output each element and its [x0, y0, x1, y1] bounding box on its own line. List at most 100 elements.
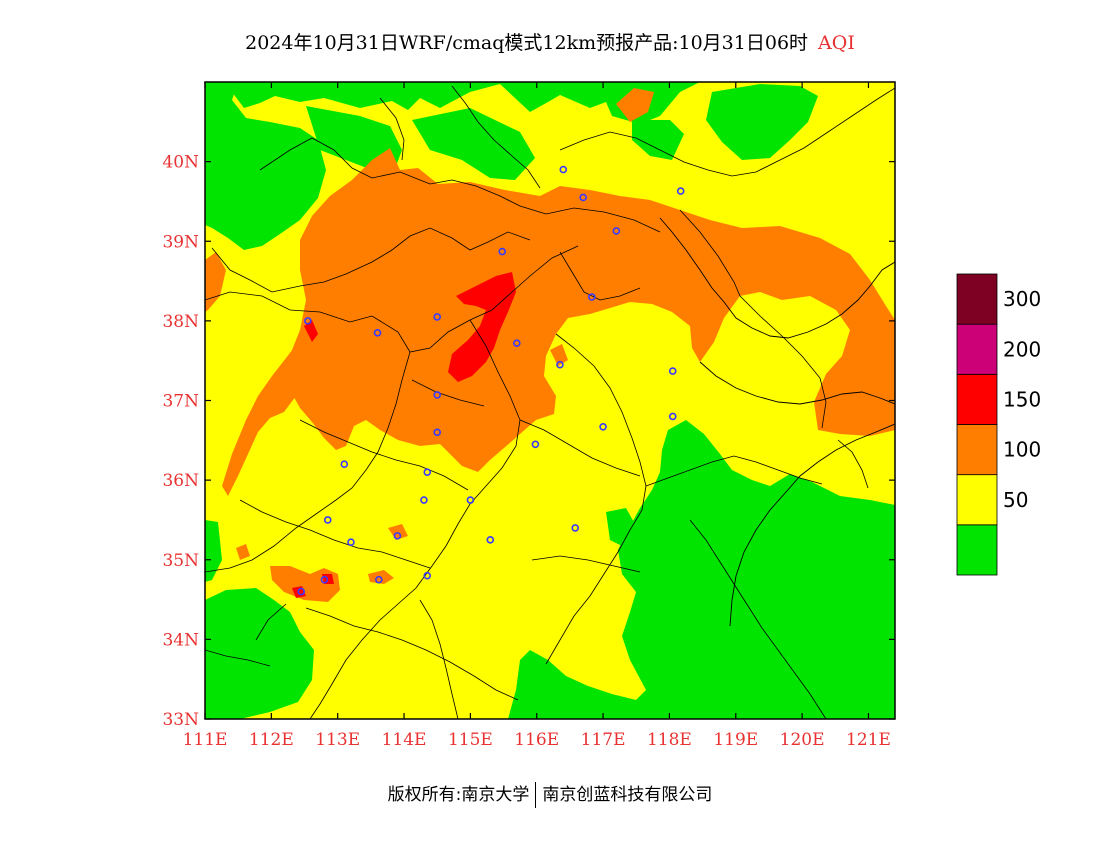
unhealthy-sensitive-blob-2 [388, 524, 408, 540]
station-marker [423, 468, 432, 476]
legend-label: 300 [1003, 287, 1041, 311]
good-area-east-small [648, 498, 684, 530]
good-area-north-2 [306, 106, 402, 170]
legend-label: 200 [1003, 337, 1041, 361]
station-marker [433, 391, 442, 399]
station-marker [668, 367, 677, 375]
station-markers [297, 165, 685, 596]
copyright-prefix: 版权所有: [387, 785, 462, 805]
lon-tick-label: 115E [448, 730, 493, 750]
lat-tick-label: 38N [162, 312, 199, 332]
unhealthy-sensitive-north-blob [616, 88, 654, 122]
boundary-line-5 [309, 319, 521, 719]
lat-tick-label: 36N [162, 471, 199, 491]
lon-tick-label: 116E [514, 730, 559, 750]
station-marker [571, 524, 580, 532]
boundary-line-24 [419, 599, 459, 719]
station-marker [612, 227, 621, 235]
copyright-separator [535, 782, 537, 808]
unhealthy-sensitive-west [222, 316, 322, 496]
good-area-ne [706, 84, 818, 160]
station-marker [498, 247, 507, 256]
good-area-east-small-2 [606, 508, 636, 548]
boundary-line-2 [259, 137, 661, 233]
lon-tick-label: 112E [249, 730, 294, 750]
station-marker [420, 496, 428, 504]
station-marker [556, 360, 564, 369]
good-area-north-3 [412, 108, 535, 180]
station-marker [323, 516, 332, 524]
station-marker [531, 440, 540, 449]
coastline-shandong-south [729, 423, 895, 627]
station-marker [486, 536, 495, 544]
station-marker [340, 460, 349, 469]
station-marker [513, 339, 521, 347]
legend-swatch [956, 373, 998, 425]
map-title: 2024年10月31日WRF/cmaq模式12km预报产品:10月31日06时 A… [0, 28, 1100, 55]
coastline-shandong-north [699, 361, 895, 405]
boundary-line-23 [205, 649, 271, 667]
boundary-line-6 [545, 333, 647, 665]
boundary-line-17 [451, 85, 541, 189]
lon-tick-label: 120E [780, 730, 825, 750]
boundary-line-22 [255, 603, 287, 641]
unhealthy-sensitive-west-edge [205, 252, 226, 312]
coastline-bohai [659, 217, 895, 339]
lat-tick-label: 40N [162, 153, 199, 173]
legend-label: 100 [1003, 438, 1041, 462]
boundary-lines [205, 85, 895, 719]
boundary-line-14 [531, 555, 641, 573]
boundary-line-3 [211, 227, 531, 293]
boundary-line-21 [559, 251, 641, 301]
good-area-west [205, 520, 222, 582]
station-marker [423, 571, 432, 580]
lon-tick-label: 119E [713, 730, 758, 750]
station-marker [297, 587, 306, 596]
title-variable: AQI [818, 32, 855, 54]
station-marker [393, 532, 402, 540]
boundary-line-10 [519, 419, 641, 477]
good-area-southeast [508, 420, 895, 719]
station-marker [466, 496, 475, 504]
station-marker [433, 313, 442, 321]
good-area-southwest [205, 588, 314, 719]
boundary-line-4 [205, 351, 411, 573]
boundary-line-15 [559, 87, 895, 177]
station-marker [587, 293, 596, 301]
boundary-line-12 [239, 499, 431, 569]
legend-swatch [956, 424, 998, 476]
aqi-legend: 50 100 150 200 300 [956, 273, 1041, 576]
station-marker [676, 187, 685, 195]
unhealthy-west [304, 320, 318, 342]
unhealthy-sensitive-main [286, 148, 895, 472]
lat-tick-label: 37N [162, 392, 199, 412]
lon-tick-label: 111E [183, 730, 228, 750]
lon-tick-label: 121E [846, 730, 891, 750]
axis-ticks: 111E 112E 113E 114E 115E 116E 117E 118E 119E 120E… [162, 82, 895, 750]
boundary-line-9 [645, 455, 823, 487]
aqi-field [205, 82, 895, 719]
boundary-line-13 [305, 607, 519, 701]
copyright-owner-2: 南京创蓝科技有限公司 [542, 785, 713, 805]
boundary-line-8 [739, 295, 827, 429]
station-marker [304, 317, 312, 325]
station-marker [320, 575, 329, 584]
good-area-north [205, 82, 700, 124]
legend-swatch [956, 323, 998, 375]
legend-label: 150 [1003, 387, 1041, 411]
copyright-owner-1: 南京大学 [461, 785, 530, 805]
copyright-notice: 版权所有:南京大学 南京创蓝科技有限公司 [0, 780, 1100, 808]
station-marker [559, 165, 568, 174]
coastline [659, 217, 895, 627]
legend-label: 50 [1003, 488, 1028, 512]
unhealthy-central [448, 272, 516, 382]
lon-tick-label: 114E [382, 730, 427, 750]
legend-swatch [956, 524, 998, 576]
unhealthy-sensitive-blob-3 [550, 344, 568, 366]
boundary-line-11 [299, 419, 469, 491]
lon-tick-label: 118E [647, 730, 692, 750]
lat-tick-label: 33N [162, 710, 199, 730]
unhealthy-sensitive-blob-4 [236, 544, 250, 560]
station-marker [599, 422, 607, 431]
